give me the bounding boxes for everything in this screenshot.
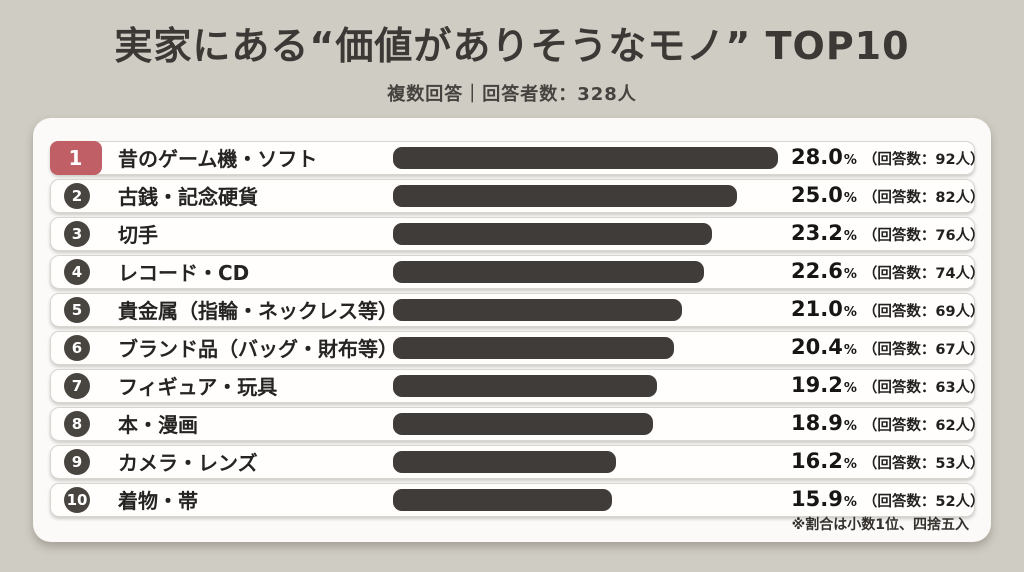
percent-block: 28.0 % （回答数：92人） bbox=[791, 142, 985, 173]
item-label: 古銭・記念硬貨 bbox=[118, 185, 258, 209]
percent-block: 19.2 % （回答数：63人） bbox=[791, 370, 985, 401]
item-label: フィギュア・玩具 bbox=[118, 375, 278, 399]
percent-unit: % bbox=[843, 343, 857, 358]
respondent-count: （回答数：69人） bbox=[862, 304, 985, 320]
rank-number: 7 bbox=[71, 376, 83, 395]
percent-bar bbox=[393, 185, 737, 207]
respondent-count: （回答数：63人） bbox=[862, 380, 985, 396]
footnote: ※割合は小数1位、四捨五入 bbox=[791, 517, 969, 533]
rank-badge: 10 bbox=[64, 487, 90, 513]
rank-number: 10 bbox=[66, 490, 88, 509]
percent-value: 19.2 bbox=[791, 373, 843, 397]
rank-badge: 7 bbox=[64, 373, 90, 399]
ranking-row: 7 フィギュア・玩具 19.2 % （回答数：63人） bbox=[50, 369, 985, 403]
percent-block: 20.4 % （回答数：67人） bbox=[791, 332, 985, 363]
survey-meta: 複数回答｜回答者数：328人 bbox=[387, 83, 637, 105]
percent-bar bbox=[393, 413, 653, 435]
rank-badge: 8 bbox=[64, 411, 90, 437]
item-label: レコード・CD bbox=[118, 261, 250, 285]
ranking-row: 10 着物・帯 15.9 % （回答数：52人） bbox=[50, 483, 985, 517]
percent-value: 28.0 bbox=[791, 145, 843, 169]
respondent-count: （回答数：92人） bbox=[862, 152, 985, 168]
percent-unit: % bbox=[843, 267, 857, 282]
percent-unit: % bbox=[843, 495, 857, 510]
rank-badge: 2 bbox=[64, 183, 90, 209]
percent-block: 15.9 % （回答数：52人） bbox=[791, 484, 985, 515]
percent-block: 18.9 % （回答数：62人） bbox=[791, 408, 985, 439]
percent-bar bbox=[393, 261, 704, 283]
percent-unit: % bbox=[843, 191, 857, 206]
percent-unit: % bbox=[843, 381, 857, 396]
respondent-count: （回答数：67人） bbox=[862, 342, 985, 358]
rank-badge: 9 bbox=[64, 449, 90, 475]
ranking-panel: 1 昔のゲーム機・ソフト 28.0 % （回答数：92人） 2 古銭・記念硬貨 … bbox=[33, 118, 991, 542]
ranking-row: 1 昔のゲーム機・ソフト 28.0 % （回答数：92人） bbox=[49, 140, 985, 175]
percent-unit: % bbox=[843, 153, 857, 168]
rank-badge: 6 bbox=[64, 335, 90, 361]
respondent-count: （回答数：62人） bbox=[862, 418, 985, 434]
ranking-row: 8 本・漫画 18.9 % （回答数：62人） bbox=[50, 407, 985, 441]
percent-value: 25.0 bbox=[791, 183, 843, 207]
percent-bar bbox=[393, 451, 616, 473]
rank-number: 5 bbox=[71, 300, 83, 319]
ranking-row: 5 貴金属（指輪・ネックレス等） 21.0 % （回答数：69人） bbox=[50, 293, 985, 327]
rank-number: 9 bbox=[71, 452, 83, 471]
item-label: 着物・帯 bbox=[118, 489, 198, 513]
ranking-row: 9 カメラ・レンズ 16.2 % （回答数：53人） bbox=[50, 445, 985, 479]
rank-badge: 4 bbox=[64, 259, 90, 285]
percent-bar bbox=[393, 375, 657, 397]
percent-block: 23.2 % （回答数：76人） bbox=[791, 218, 985, 249]
ranking-row: 3 切手 23.2 % （回答数：76人） bbox=[50, 217, 985, 251]
percent-value: 22.6 bbox=[791, 259, 843, 283]
rank-number: 3 bbox=[71, 224, 83, 243]
percent-unit: % bbox=[843, 419, 857, 434]
item-label: 昔のゲーム機・ソフト bbox=[118, 147, 318, 171]
respondent-count: （回答数：52人） bbox=[862, 494, 985, 510]
rank-number: 8 bbox=[71, 414, 83, 433]
percent-unit: % bbox=[843, 229, 857, 244]
item-label: 本・漫画 bbox=[118, 413, 198, 437]
item-label: 切手 bbox=[118, 223, 158, 247]
percent-block: 16.2 % （回答数：53人） bbox=[791, 446, 985, 477]
rank-number: 2 bbox=[71, 186, 83, 205]
percent-value: 23.2 bbox=[791, 221, 843, 245]
rank-badge: 3 bbox=[64, 221, 90, 247]
percent-value: 20.4 bbox=[791, 335, 843, 359]
percent-bar bbox=[393, 223, 712, 245]
percent-value: 21.0 bbox=[791, 297, 843, 321]
percent-value: 18.9 bbox=[791, 411, 843, 435]
page-title: 実家にある“価値がありそうなモノ” TOP10 bbox=[114, 24, 910, 68]
header: 実家にある“価値がありそうなモノ” TOP10 複数回答｜回答者数：328人 bbox=[0, 0, 1024, 106]
respondent-count: （回答数：53人） bbox=[862, 456, 985, 472]
item-label: 貴金属（指輪・ネックレス等） bbox=[118, 299, 398, 323]
rank-badge: 5 bbox=[64, 297, 90, 323]
rank-number: 4 bbox=[71, 262, 83, 281]
respondent-count: （回答数：74人） bbox=[862, 266, 985, 282]
rank-badge: 1 bbox=[49, 140, 102, 175]
respondent-count: （回答数：76人） bbox=[862, 228, 985, 244]
percent-block: 21.0 % （回答数：69人） bbox=[791, 294, 985, 325]
percent-bar bbox=[393, 337, 674, 359]
item-label: ブランド品（バッグ・財布等） bbox=[118, 337, 398, 361]
percent-unit: % bbox=[843, 457, 857, 472]
respondent-count: （回答数：82人） bbox=[862, 190, 985, 206]
rank-number: 1 bbox=[68, 145, 83, 170]
percent-value: 16.2 bbox=[791, 449, 843, 473]
rank-number: 6 bbox=[71, 338, 83, 357]
percent-block: 22.6 % （回答数：74人） bbox=[791, 256, 985, 287]
percent-value: 15.9 bbox=[791, 487, 843, 511]
percent-bar bbox=[393, 147, 778, 169]
ranking-row: 2 古銭・記念硬貨 25.0 % （回答数：82人） bbox=[50, 179, 985, 213]
item-label: カメラ・レンズ bbox=[118, 451, 258, 475]
percent-block: 25.0 % （回答数：82人） bbox=[791, 180, 985, 211]
ranking-row: 4 レコード・CD 22.6 % （回答数：74人） bbox=[50, 255, 985, 289]
percent-unit: % bbox=[843, 305, 857, 320]
percent-bar bbox=[393, 299, 682, 321]
ranking-row: 6 ブランド品（バッグ・財布等） 20.4 % （回答数：67人） bbox=[50, 331, 985, 365]
percent-bar bbox=[393, 489, 612, 511]
